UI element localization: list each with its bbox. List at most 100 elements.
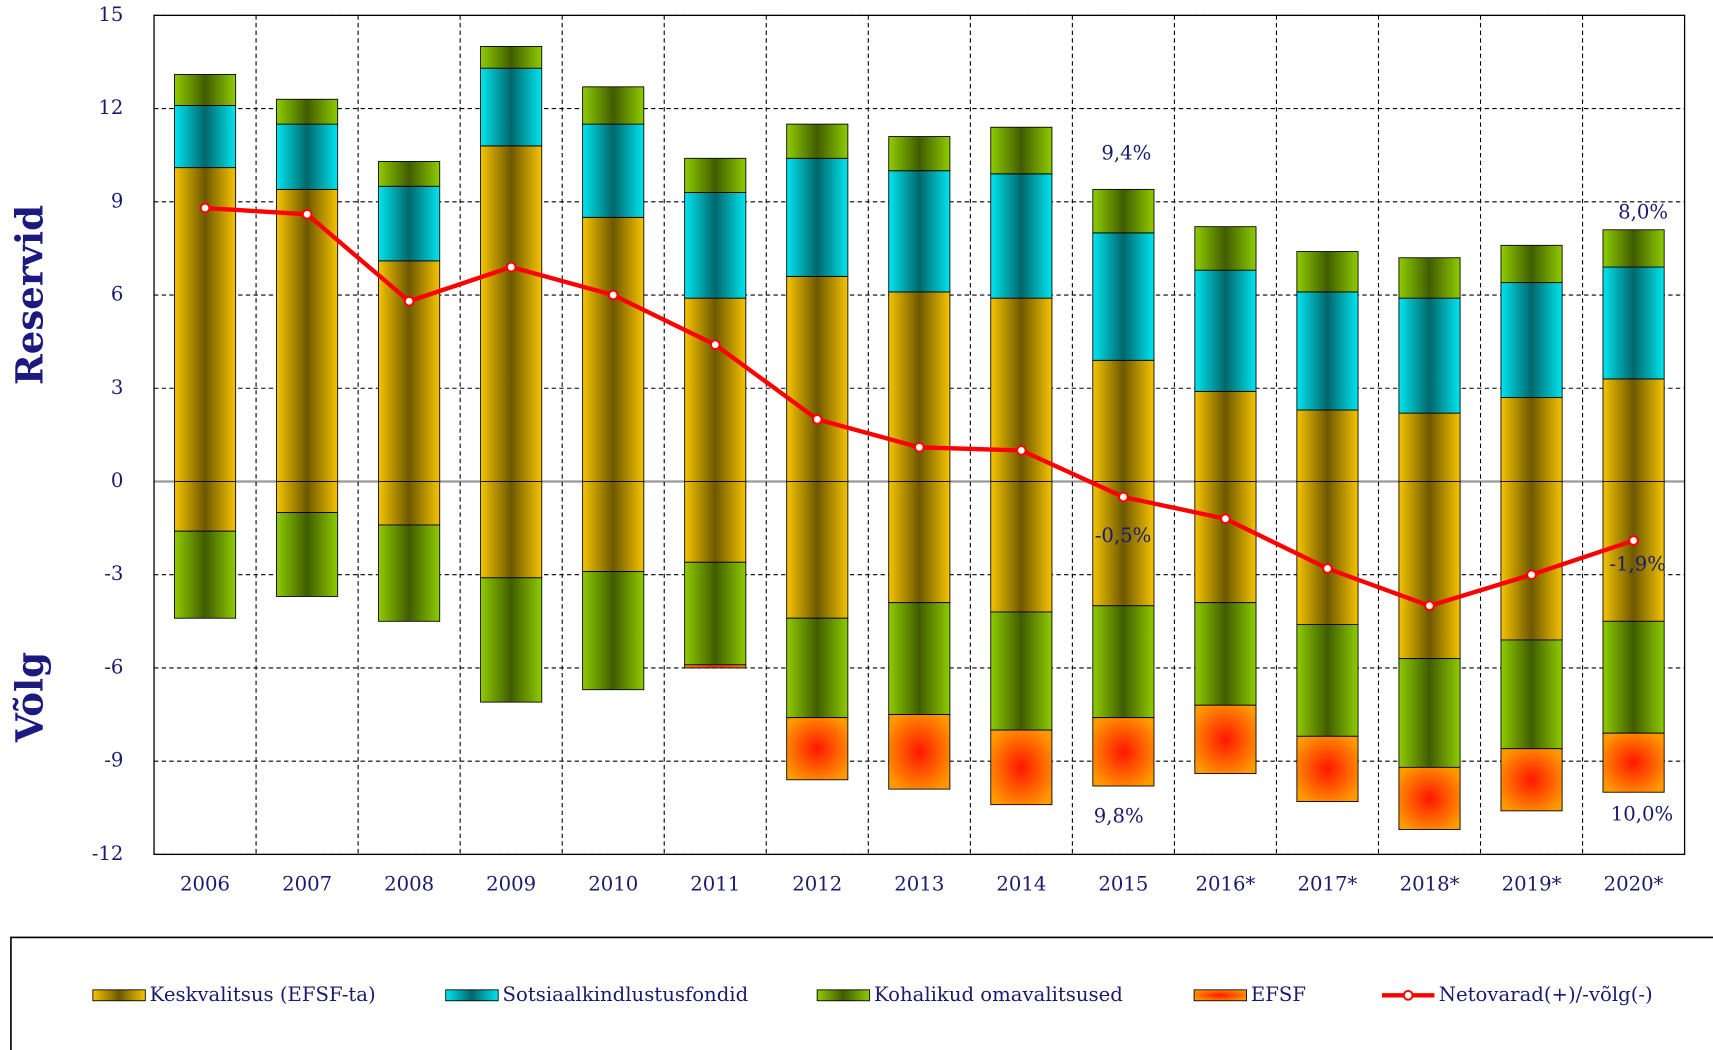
bar-segment <box>582 481 645 573</box>
line-marker <box>811 413 823 425</box>
bar-segment <box>1602 378 1665 482</box>
legend-label: EFSF <box>1251 983 1306 1006</box>
line-marker <box>607 289 619 301</box>
bar-segment <box>1194 481 1257 604</box>
bar-segment <box>990 611 1053 731</box>
annotation: 9,4% <box>1101 142 1151 165</box>
bar-segment <box>1500 244 1563 284</box>
y-tick-label: -6 <box>104 655 123 678</box>
x-tick-label: 2013 <box>894 872 944 895</box>
y-tick-label: 15 <box>98 3 123 26</box>
legend-label: Sotsiaalkindlustusfondid <box>503 983 749 1006</box>
legend-swatch <box>816 989 871 1002</box>
bar-segment <box>480 145 543 482</box>
legend-swatch <box>1193 989 1247 1002</box>
bar-segment <box>1398 481 1461 660</box>
line-marker <box>1118 491 1129 503</box>
bar-segment <box>174 73 237 106</box>
bar-segment <box>1194 269 1257 392</box>
x-tick-label: 2016* <box>1195 872 1255 895</box>
y-tick-label: 3 <box>111 376 124 399</box>
y-axis-title: Reservid <box>7 205 51 385</box>
bar-segment <box>276 512 339 597</box>
bar-segment <box>1602 620 1665 734</box>
bar-segment <box>684 561 747 666</box>
line-marker <box>913 441 925 453</box>
bar-segment <box>582 123 645 218</box>
bar-segment <box>888 602 951 715</box>
y-tick-label: -9 <box>104 749 123 772</box>
bar-segment <box>1296 481 1359 625</box>
x-tick-label: 2018* <box>1400 872 1460 895</box>
bar-segment <box>480 45 543 69</box>
bar-segment <box>990 126 1053 175</box>
bar-segment <box>786 275 849 482</box>
bar-segment <box>1398 412 1461 482</box>
bar-segment <box>1398 297 1461 414</box>
annotation: 10,0% <box>1611 803 1673 826</box>
line-marker <box>709 339 721 351</box>
bar-segment <box>480 481 543 579</box>
bar-segment <box>1602 229 1665 268</box>
bar-segment <box>1500 282 1563 399</box>
bar-segment <box>174 167 237 482</box>
bar-segment <box>582 216 645 482</box>
bar-segment <box>480 577 543 703</box>
x-tick-label: 2007 <box>282 872 332 895</box>
line-marker <box>1322 563 1333 574</box>
line-marker <box>1526 569 1537 581</box>
bar-segment <box>378 524 441 622</box>
y-tick-label: -12 <box>92 842 124 865</box>
bar-segment <box>1398 766 1461 830</box>
legend-swatch <box>92 989 146 1002</box>
legend-swatch <box>1402 989 1414 1001</box>
bar-segment <box>1194 602 1257 706</box>
line-marker <box>1424 600 1435 612</box>
y-tick-label: 6 <box>111 283 124 306</box>
x-tick-label: 2014 <box>996 872 1046 895</box>
x-tick-label: 2019* <box>1502 872 1562 895</box>
bar-segment <box>684 192 747 299</box>
bar-segment <box>378 481 441 526</box>
bar-segment <box>1500 481 1563 641</box>
bar-segment <box>1194 226 1257 271</box>
line-marker <box>199 202 211 214</box>
bar-segment <box>582 86 645 125</box>
bar-segment <box>276 481 339 513</box>
legend-swatch <box>445 989 499 1002</box>
bar-segment <box>684 481 747 563</box>
bar-segment <box>378 160 441 187</box>
bar-segment <box>1500 639 1563 750</box>
bar-segment <box>1194 704 1257 775</box>
bar-segment <box>1296 291 1359 411</box>
x-tick-label: 2012 <box>792 872 842 895</box>
x-tick-label: 2020* <box>1604 872 1664 895</box>
line-marker <box>403 295 415 307</box>
bar-segment <box>888 481 951 604</box>
bar-segment <box>1092 359 1155 482</box>
bar-segment <box>888 136 951 172</box>
bar-segment <box>1602 266 1665 380</box>
bar-segment <box>174 530 237 619</box>
annotation: 9,8% <box>1094 805 1144 828</box>
bar-segment <box>1296 623 1359 737</box>
annotation: -1,9% <box>1609 552 1666 575</box>
y-tick-label: 9 <box>111 189 124 212</box>
bar-segment <box>276 123 339 190</box>
y-axis-title: Võlg <box>7 652 51 743</box>
bar-segment <box>684 297 747 482</box>
bar-segment <box>276 188 339 482</box>
bar-segment <box>1500 397 1563 482</box>
x-tick-label: 2015 <box>1098 872 1148 895</box>
bar-segment <box>990 481 1053 613</box>
x-tick-label: 2010 <box>588 872 638 895</box>
legend-box <box>10 936 1713 1050</box>
bar-segment <box>786 123 849 159</box>
plot-border <box>153 14 1686 856</box>
bar-segment <box>888 170 951 293</box>
bar-segment <box>1398 257 1461 299</box>
bar-segment <box>990 729 1053 806</box>
line-marker <box>301 208 313 220</box>
bar-segment <box>276 98 339 125</box>
